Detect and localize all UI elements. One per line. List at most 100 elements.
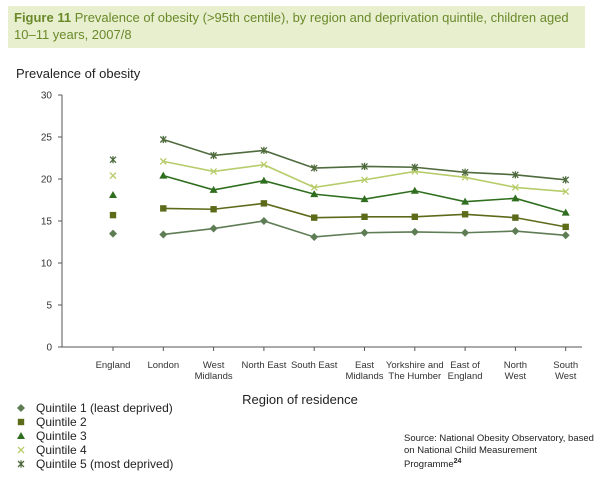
x-tick-label: East of England xyxy=(448,360,483,382)
data-point-quintile-3 xyxy=(310,190,319,198)
square-icon xyxy=(17,418,25,426)
x-tick-label: West Midlands xyxy=(195,360,233,382)
legend-marker xyxy=(17,418,25,426)
triangle-marker xyxy=(310,190,319,198)
triangle-marker xyxy=(360,195,369,203)
data-point-quintile-2 xyxy=(562,223,569,231)
square-marker xyxy=(411,213,418,220)
legend-label: Quintile 5 (most deprived) xyxy=(36,457,174,471)
legend-label: Quintile 2 xyxy=(36,415,87,429)
data-point-quintile-5 xyxy=(411,163,419,171)
x-marker xyxy=(17,446,25,454)
data-point-quintile-3 xyxy=(461,197,470,205)
square-marker xyxy=(109,211,117,219)
data-point-quintile-5 xyxy=(562,176,570,184)
y-tick-label: 10 xyxy=(41,259,53,270)
figure-caption-box: Figure 11 Prevalence of obesity (>95th c… xyxy=(8,6,585,48)
diamond-marker xyxy=(410,227,419,236)
data-point-quintile-4 xyxy=(109,172,117,180)
square-marker xyxy=(160,205,167,212)
data-point-quintile-3 xyxy=(511,194,520,202)
data-point-quintile-1 xyxy=(209,224,218,233)
data-point-quintile-1 xyxy=(159,230,168,239)
data-point-quintile-5 xyxy=(310,164,318,172)
source-reference: 24 xyxy=(453,458,462,465)
figure-caption-text: Prevalence of obesity (>95th centile), b… xyxy=(14,10,569,42)
data-point-quintile-2 xyxy=(311,214,318,221)
diamond-marker xyxy=(511,227,520,236)
x-tick-label: South West xyxy=(553,360,578,382)
data-point-quintile-3 xyxy=(159,171,168,179)
y-tick-label: 25 xyxy=(41,133,53,144)
obesity-line-chart: 0 5 10 15 20 25 30 England London West Midlands Nor… xyxy=(41,91,582,382)
diamond-marker xyxy=(360,228,369,237)
triangle-marker xyxy=(410,186,419,194)
triangle-marker xyxy=(259,176,268,184)
x-marker xyxy=(260,161,268,169)
data-point-quintile-4 xyxy=(310,183,318,191)
data-point-quintile-3 xyxy=(109,190,117,198)
diamond-marker xyxy=(209,224,218,233)
triangle-marker xyxy=(109,190,117,198)
star-marker xyxy=(562,176,570,184)
square-marker xyxy=(311,214,318,221)
figure-caption: Figure 11 Prevalence of obesity (>95th c… xyxy=(14,9,579,43)
x-marker xyxy=(159,157,167,165)
data-point-quintile-1 xyxy=(511,227,520,236)
data-point-quintile-3 xyxy=(360,195,369,203)
source-note: Source: National Obesity Observatory, ba… xyxy=(404,433,594,471)
data-point-quintile-2 xyxy=(160,205,167,212)
legend-marker xyxy=(17,404,25,412)
data-point-quintile-4 xyxy=(260,161,268,169)
legend-marker xyxy=(17,432,25,439)
y-tick-label: 20 xyxy=(41,175,53,186)
data-point-quintile-5 xyxy=(361,162,368,170)
x-icon xyxy=(17,446,25,454)
x-tick-label: North East xyxy=(241,360,286,371)
diamond-marker xyxy=(310,232,319,241)
legend-item-quintile-3: Quintile 3 xyxy=(14,429,173,443)
star-marker xyxy=(17,460,25,468)
data-point-quintile-1 xyxy=(360,228,369,237)
square-marker xyxy=(17,418,25,426)
y-tick-label: 5 xyxy=(46,301,52,312)
triangle-marker xyxy=(17,432,25,439)
data-point-quintile-1 xyxy=(461,228,470,237)
square-marker xyxy=(361,213,368,220)
diamond-marker xyxy=(259,217,268,225)
data-point-quintile-4 xyxy=(562,188,570,196)
star-marker xyxy=(310,164,318,172)
data-point-quintile-4 xyxy=(361,176,368,184)
legend: Quintile 1 (least deprived) Quintile 2 Qui… xyxy=(14,401,173,471)
square-marker xyxy=(512,214,519,221)
triangle-marker xyxy=(561,208,570,216)
legend-label: Quintile 1 (least deprived) xyxy=(36,401,173,415)
data-point-quintile-1 xyxy=(259,217,268,225)
data-point-quintile-3 xyxy=(209,185,218,193)
data-point-quintile-2 xyxy=(512,214,519,221)
triangle-icon xyxy=(17,432,25,439)
star-marker xyxy=(511,171,519,179)
star-marker xyxy=(109,156,117,164)
legend-item-quintile-5: Quintile 5 (most deprived) xyxy=(14,457,173,471)
y-axis-title: Prevalence of obesity xyxy=(16,66,141,81)
y-tick-label: 30 xyxy=(41,91,53,102)
legend-label: Quintile 4 xyxy=(36,443,87,457)
diamond-icon xyxy=(17,404,25,412)
data-point-quintile-5 xyxy=(210,151,218,160)
data-point-quintile-4 xyxy=(511,183,519,191)
star-marker xyxy=(461,168,469,176)
star-marker xyxy=(411,163,419,171)
data-point-quintile-3 xyxy=(561,208,570,216)
star-marker xyxy=(260,146,268,155)
legend-item-quintile-2: Quintile 2 xyxy=(14,415,173,429)
data-point-quintile-1 xyxy=(561,231,570,240)
x-tick-label: North West xyxy=(504,360,527,382)
diamond-marker xyxy=(461,228,470,237)
data-point-quintile-5 xyxy=(461,168,469,176)
x-tick-label: England xyxy=(96,360,131,371)
diamond-marker xyxy=(561,231,570,240)
data-point-quintile-2 xyxy=(411,213,418,220)
x-marker xyxy=(109,172,117,180)
x-marker xyxy=(562,188,570,196)
